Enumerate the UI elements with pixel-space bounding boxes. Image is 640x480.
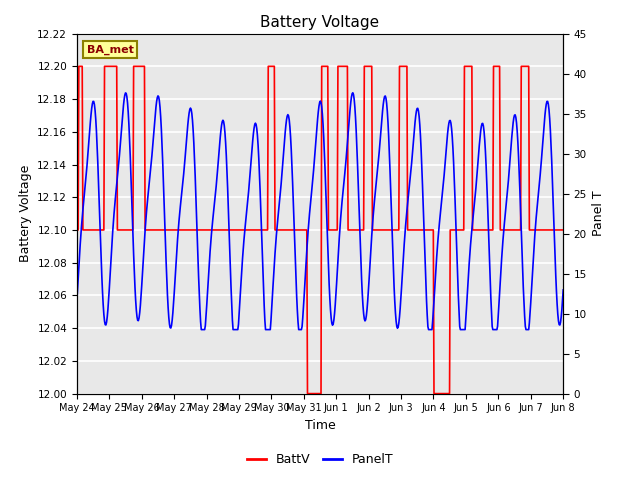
Legend: BattV, PanelT: BattV, PanelT — [242, 448, 398, 471]
Y-axis label: Panel T: Panel T — [593, 191, 605, 237]
Text: BA_met: BA_met — [86, 44, 133, 55]
Title: Battery Voltage: Battery Voltage — [260, 15, 380, 30]
X-axis label: Time: Time — [305, 419, 335, 432]
Y-axis label: Battery Voltage: Battery Voltage — [19, 165, 31, 262]
